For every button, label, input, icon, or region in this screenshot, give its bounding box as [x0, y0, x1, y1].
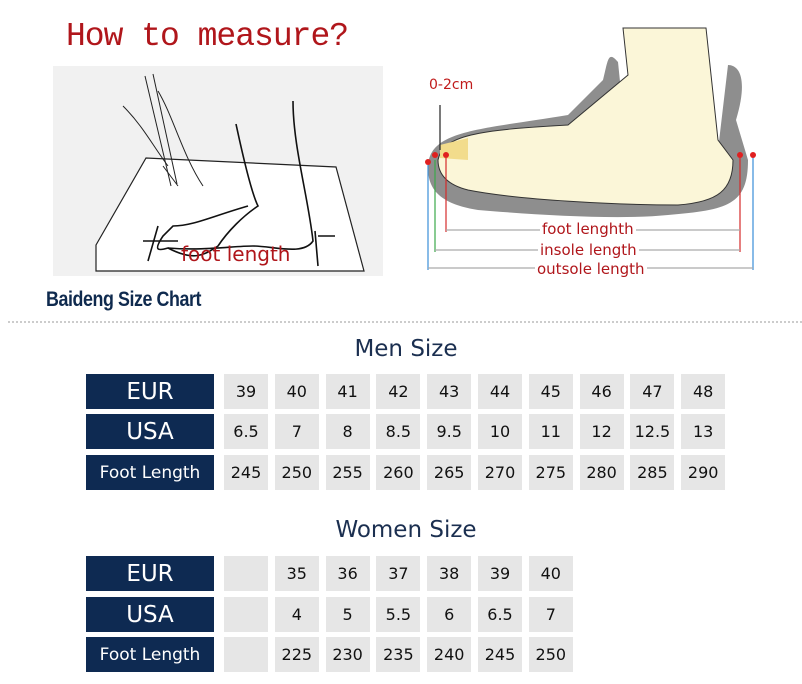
size-cell: 270	[478, 455, 522, 490]
size-cell: 46	[579, 374, 624, 409]
size-cell: 45	[528, 374, 573, 409]
size-cell: 255	[325, 455, 370, 490]
how-to-measure-heading: How to measure?	[66, 18, 349, 55]
men-size-title: Men Size	[354, 336, 458, 362]
row-header: EUR	[86, 374, 214, 409]
size-cell: 8.5	[376, 414, 421, 449]
size-cell	[224, 597, 268, 632]
row-header: USA	[86, 414, 214, 449]
size-cell: 41	[325, 374, 370, 409]
size-cell: 5	[325, 597, 370, 632]
size-cell: 250	[528, 637, 573, 672]
size-cell: 11	[528, 414, 573, 449]
size-cell: 43	[427, 374, 472, 409]
size-cell	[224, 556, 268, 591]
size-cell: 37	[376, 556, 421, 591]
foot-drawing-icon	[95, 73, 365, 272]
size-cell: 225	[274, 637, 319, 672]
brand-title: Baideng Size Chart	[46, 288, 202, 311]
size-cell: 5.5	[376, 597, 421, 632]
size-cell: 9.5	[427, 414, 472, 449]
size-cell: 7	[528, 597, 573, 632]
shoe-cross-section-icon	[425, 27, 756, 270]
size-cell: 10	[478, 414, 522, 449]
size-cell: 280	[579, 455, 624, 490]
size-cell: 12.5	[630, 414, 675, 449]
size-cell: 7	[274, 414, 319, 449]
size-cell: 39	[224, 374, 268, 409]
size-cell: 35	[274, 556, 319, 591]
size-cell: 6.5	[478, 597, 522, 632]
size-cell: 245	[478, 637, 522, 672]
size-cell: 230	[325, 637, 370, 672]
size-cell: 42	[376, 374, 421, 409]
size-cell: 6.5	[224, 414, 268, 449]
row-header: USA	[86, 597, 214, 632]
size-cell: 260	[376, 455, 421, 490]
size-cell: 275	[528, 455, 573, 490]
size-cell: 250	[274, 455, 319, 490]
size-cell: 4	[274, 597, 319, 632]
size-cell: 285	[630, 455, 675, 490]
size-cell: 40	[274, 374, 319, 409]
size-cell: 12	[579, 414, 624, 449]
size-cell: 13	[681, 414, 726, 449]
insole-length-label: insole length	[538, 241, 639, 259]
row-header: Foot Length	[86, 637, 214, 672]
size-cell: 240	[427, 637, 472, 672]
gap-label: 0-2cm	[429, 77, 474, 93]
outsole-length-label: outsole length	[535, 260, 647, 278]
size-cell: 235	[376, 637, 421, 672]
size-cell: 36	[325, 556, 370, 591]
foot-length-label: foot length	[181, 242, 291, 266]
size-cell: 39	[478, 556, 522, 591]
size-cell: 48	[681, 374, 726, 409]
shoe-measure-illustration: 0-2cm foot lenghth insole length outsole…	[418, 20, 788, 282]
size-cell: 6	[427, 597, 472, 632]
women-size-title: Women Size	[335, 517, 477, 543]
divider	[8, 321, 802, 323]
size-cell	[224, 637, 268, 672]
size-cell: 40	[528, 556, 573, 591]
size-cell: 290	[681, 455, 726, 490]
foot-measure-illustration: foot length	[53, 66, 383, 276]
size-cell: 265	[427, 455, 472, 490]
row-header: Foot Length	[86, 455, 214, 490]
foot-length-line-label: foot lenghth	[540, 220, 636, 238]
size-cell: 47	[630, 374, 675, 409]
size-cell: 38	[427, 556, 472, 591]
size-cell: 8	[325, 414, 370, 449]
size-cell: 44	[478, 374, 522, 409]
row-header: EUR	[86, 556, 214, 591]
size-cell: 245	[224, 455, 268, 490]
